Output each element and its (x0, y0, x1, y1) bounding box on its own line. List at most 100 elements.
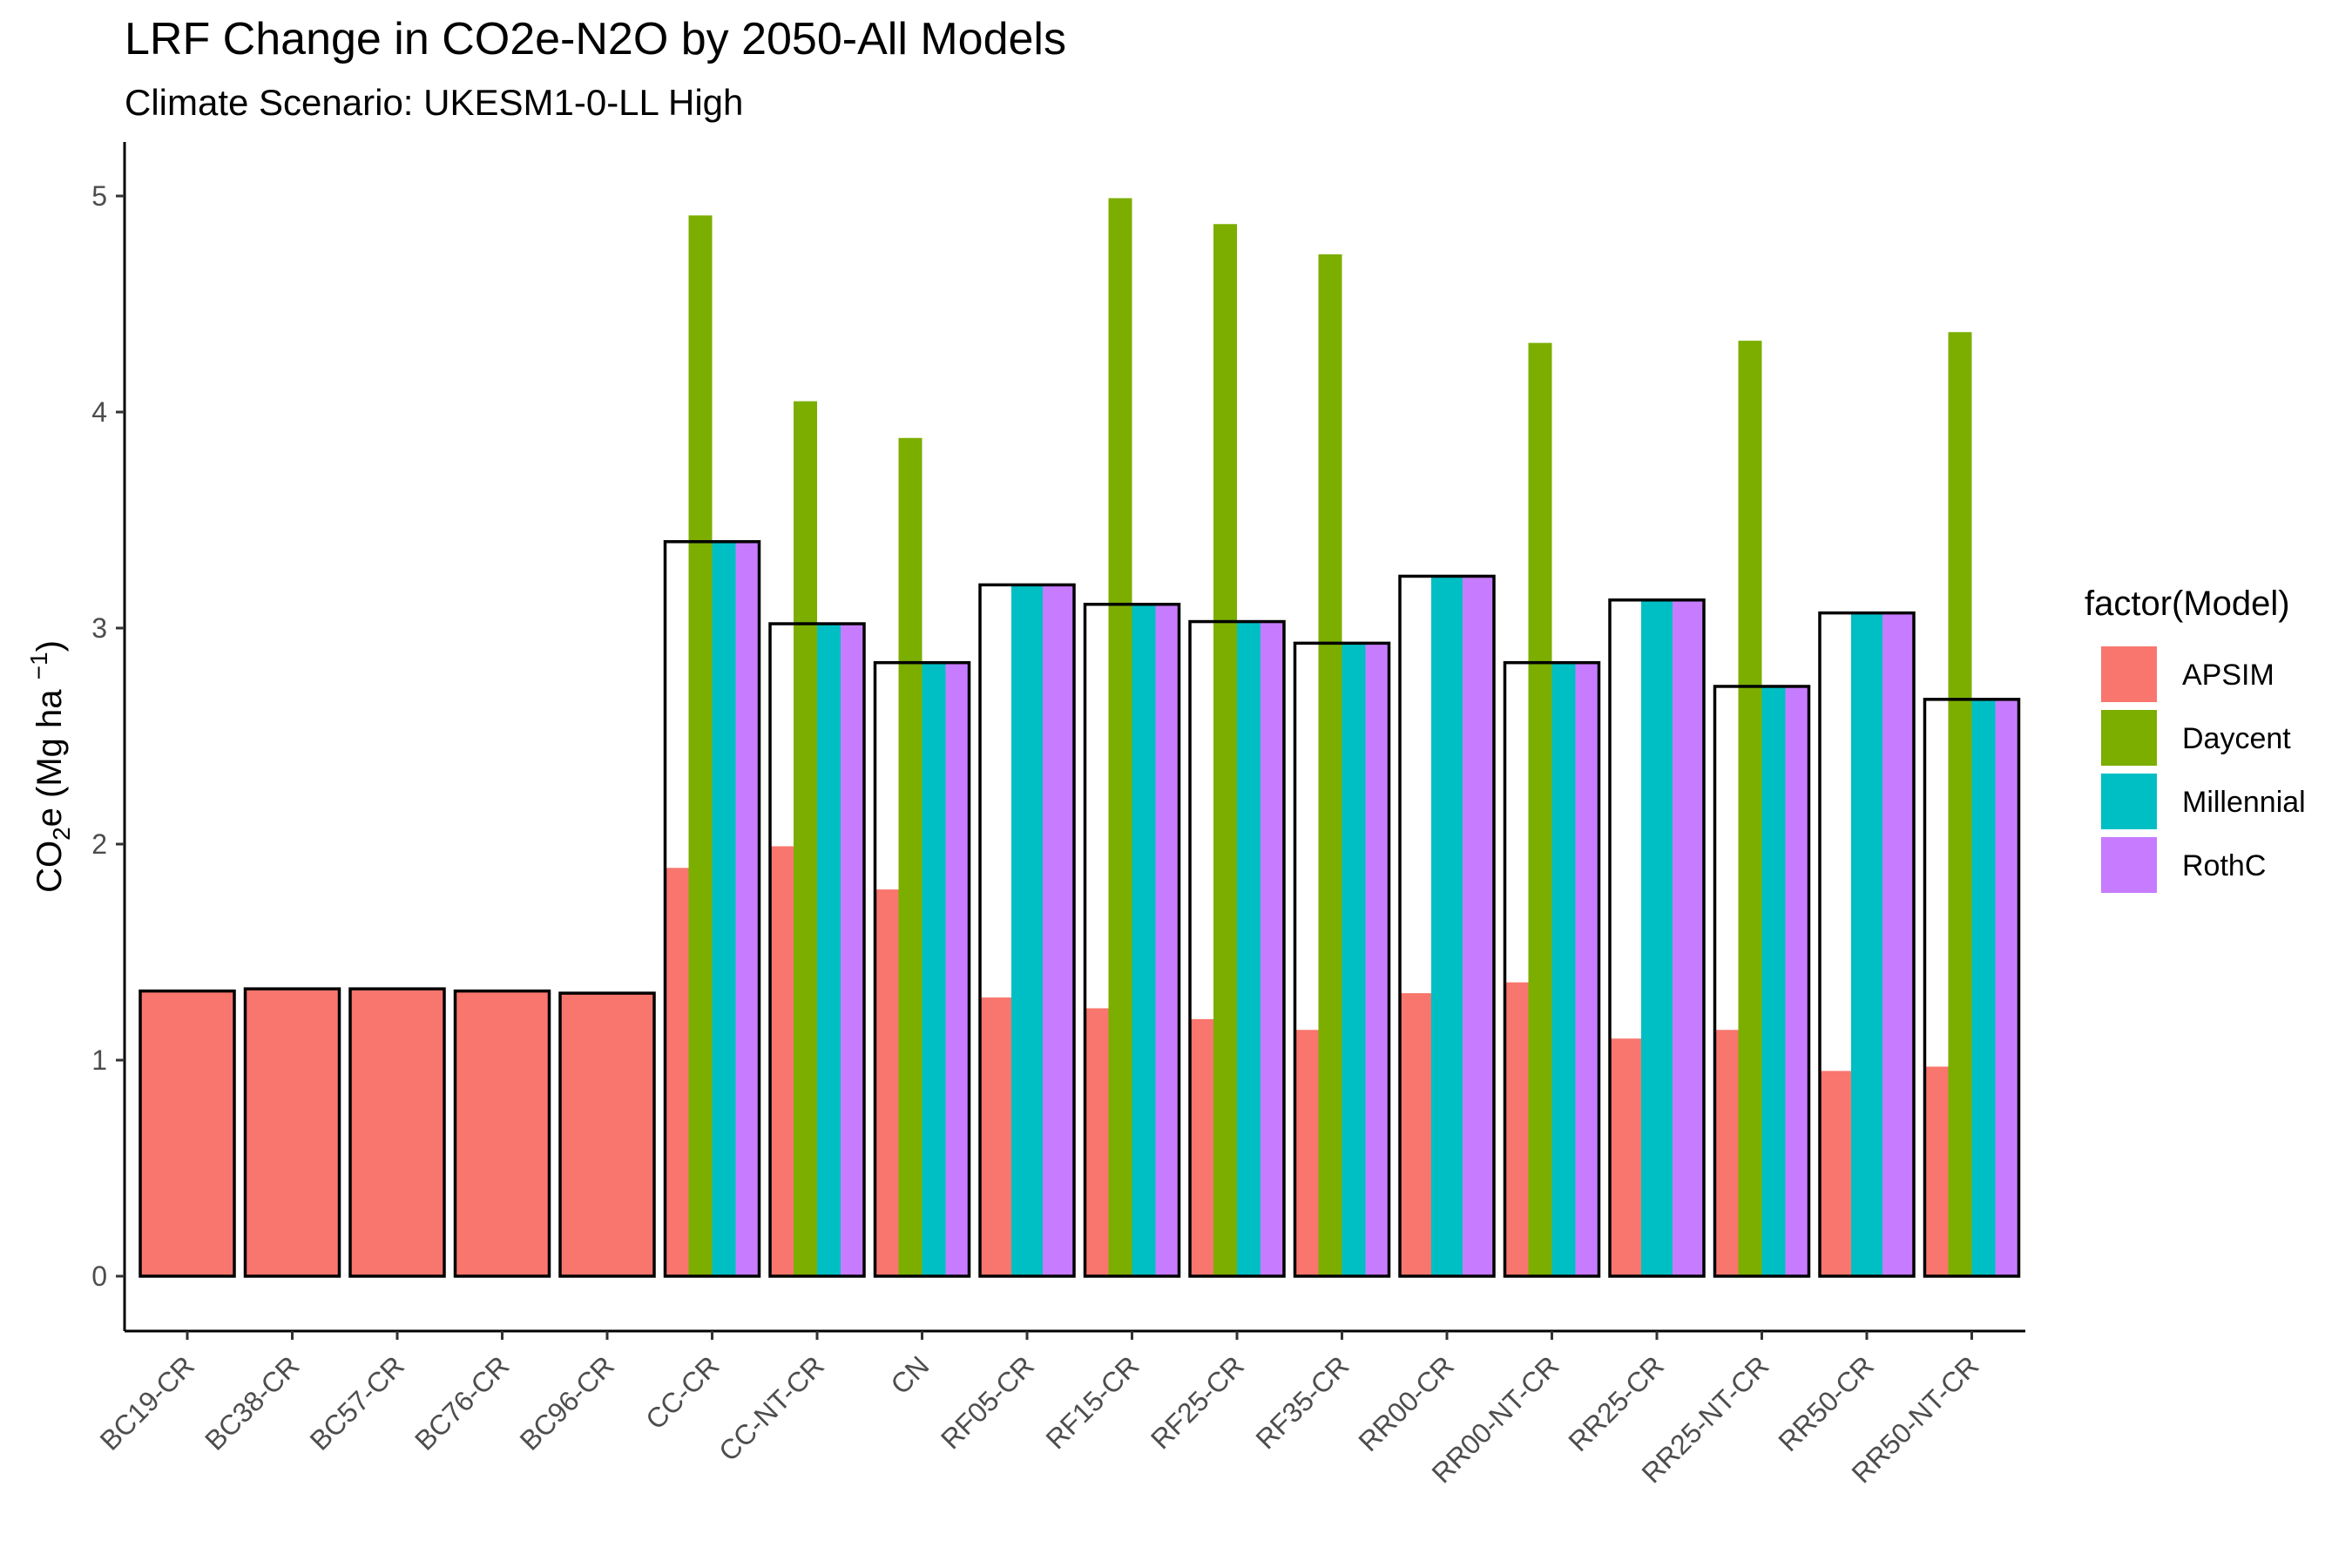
bar-outline (1503, 660, 1601, 1278)
bar-apsim (875, 889, 899, 1276)
bar-millennial (1342, 643, 1366, 1276)
bar-rothc (945, 662, 970, 1276)
y-axis-title-sup: −1 (25, 652, 52, 679)
legend-title: factor(Model) (2085, 585, 2290, 623)
bar-outline (1293, 641, 1391, 1278)
bar-apsim (770, 846, 794, 1276)
bar-outline (873, 660, 971, 1278)
bar-outline (1713, 685, 1811, 1278)
bar-apsim (1924, 1066, 1949, 1276)
bar-millennial (1761, 686, 1786, 1276)
legend-key-apsim (2101, 646, 2157, 702)
x-tick-label: RR00-CR (1352, 1349, 1460, 1457)
bar-rothc (841, 624, 864, 1276)
bar-daycent (898, 437, 923, 1276)
bar-outline (663, 540, 761, 1278)
bar-outline (978, 583, 1076, 1278)
bar-outline (1608, 598, 1706, 1278)
bar-rothc (735, 541, 760, 1276)
y-tick-label: 5 (91, 180, 107, 212)
y-axis-title: CO2e (Mg ha −1) (25, 640, 75, 893)
bar-millennial (922, 662, 946, 1276)
bar-outline (139, 989, 236, 1278)
y-axis-title-sub: 2 (48, 827, 75, 841)
bar-millennial (1011, 585, 1043, 1276)
y-axis-title-base: CO (30, 841, 69, 893)
bar-apsim (455, 990, 550, 1276)
bar-rothc (1673, 599, 1704, 1276)
bar-rothc (1155, 604, 1179, 1276)
bar-apsim (1714, 1030, 1739, 1276)
y-axis-title-end: ) (30, 640, 69, 652)
bar-apsim (1294, 1030, 1319, 1276)
legend-label: Daycent (2182, 722, 2291, 755)
bar-rothc (1260, 621, 1284, 1276)
y-tick-label: 4 (91, 396, 107, 428)
bar-outline (348, 987, 446, 1278)
y-axis: 0 1 2 3 4 5 (91, 142, 126, 1331)
bar-apsim (560, 993, 654, 1276)
bar-outline (1188, 619, 1286, 1278)
x-tick-label: RF25-CR (1145, 1349, 1250, 1455)
bar-daycent (1738, 341, 1762, 1276)
bar-millennial (1641, 599, 1673, 1276)
x-tick-label: BC76-CR (409, 1349, 515, 1456)
bar-outline (768, 622, 866, 1278)
bar-apsim (1085, 1008, 1109, 1276)
legend-key-millennial (2101, 774, 2157, 829)
bar-apsim (665, 868, 689, 1276)
legend-label: RothC (2182, 849, 2266, 882)
x-tick-label: CN (884, 1349, 935, 1400)
bar-outline (1818, 611, 1916, 1278)
y-tick-label: 1 (91, 1044, 107, 1076)
x-tick-label: RF05-CR (935, 1349, 1040, 1455)
bar-outline (243, 987, 341, 1278)
bar-daycent (794, 401, 817, 1277)
bar-apsim (245, 989, 340, 1276)
x-tick-label: CC-NT-CR (713, 1349, 830, 1467)
bar-millennial (1971, 699, 1996, 1276)
bar-daycent (1948, 332, 1972, 1276)
bar-daycent (1528, 342, 1552, 1276)
legend-label: APSIM (2182, 659, 2274, 692)
x-tick-label: RF35-CR (1249, 1349, 1355, 1455)
bar-apsim (1610, 1038, 1641, 1276)
bar-outline (453, 989, 551, 1278)
bar-apsim (140, 990, 234, 1276)
x-tick-label: BC96-CR (514, 1349, 620, 1456)
bar-outline (1923, 698, 2021, 1278)
legend-label: Millennial (2182, 786, 2306, 819)
legend: factor(Model) APSIM Daycent Millennial Roth… (2085, 585, 2306, 893)
y-axis-title-mid: e (Mg ha (30, 679, 69, 827)
bar-apsim (350, 989, 444, 1276)
legend-key-daycent (2101, 710, 2157, 766)
chart-title: LRF Change in CO2e-N2O by 2050-All Model… (125, 14, 1066, 64)
x-tick-label: BC38-CR (199, 1349, 305, 1456)
bar-rothc (1575, 662, 1599, 1276)
bar-rothc (1995, 699, 2019, 1276)
bar-rothc (1882, 612, 1914, 1276)
bar-rothc (1043, 585, 1074, 1276)
bar-rothc (1365, 643, 1389, 1276)
bar-millennial (1132, 604, 1156, 1276)
plot-area (139, 198, 2021, 1278)
bar-millennial (1237, 621, 1260, 1276)
x-tick-label: CC-CR (639, 1349, 725, 1435)
x-tick-label: BC19-CR (94, 1349, 200, 1456)
bar-apsim (1400, 993, 1431, 1276)
bar-daycent (1213, 224, 1237, 1276)
x-tick-label: BC57-CR (304, 1349, 410, 1456)
bar-rothc (1463, 576, 1494, 1276)
bar-outline (558, 991, 656, 1278)
bar-rothc (1785, 686, 1809, 1276)
x-tick-label: RF15-CR (1039, 1349, 1145, 1455)
x-tick-label: RR25-CR (1562, 1349, 1670, 1457)
bar-apsim (1504, 982, 1529, 1276)
bar-daycent (688, 215, 713, 1276)
bar-apsim (1190, 1018, 1213, 1276)
bar-millennial (1551, 662, 1576, 1276)
y-tick-label: 3 (91, 612, 107, 644)
bar-daycent (1108, 198, 1132, 1277)
